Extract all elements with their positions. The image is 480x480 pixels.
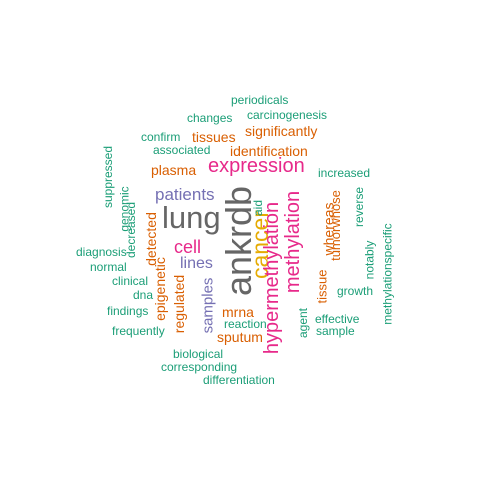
word-carcinogenesis: carcinogenesis [247, 108, 328, 122]
word-effective: effective [315, 312, 360, 326]
word-methylationspecific: methylationspecific [380, 223, 395, 325]
word-lung: lung [162, 200, 221, 235]
word-growth: growth [337, 284, 374, 298]
word-identification: identification [230, 143, 308, 159]
word-biological: biological [173, 347, 224, 361]
word-confirm: confirm [141, 130, 181, 144]
word-suppressed: suppressed [101, 145, 116, 209]
word-methylation: methylation [282, 190, 305, 294]
word-tumorwhose: tumorwhose [327, 190, 343, 261]
word-normal: normal [90, 260, 127, 274]
word-changes: changes [187, 111, 233, 125]
word-samples: samples [199, 277, 217, 334]
word-dna: dna [133, 288, 154, 302]
word-decreased: decreased [124, 201, 139, 259]
word-sample: sample [316, 324, 355, 338]
word-reverse: reverse [352, 186, 367, 228]
word-periodicals: periodicals [231, 93, 289, 107]
word-patients: patients [155, 185, 215, 204]
word-differentiation: differentiation [203, 373, 275, 387]
word-notably: notably [362, 240, 377, 280]
word-plasma: plasma [151, 162, 197, 178]
word-tissue: tissue [314, 269, 330, 304]
word-mrna: mrna [222, 304, 254, 320]
word-epigenetic: epigenetic [151, 257, 168, 321]
word-corresponding: corresponding [161, 360, 238, 374]
word-lines: lines [180, 255, 213, 272]
word-aid: aid [251, 199, 266, 217]
word-regulated: regulated [171, 274, 188, 334]
word-reaction: reaction [224, 317, 267, 331]
word-sputum: sputum [217, 329, 263, 345]
word-significantly: significantly [245, 123, 318, 139]
word-findings: findings [107, 304, 149, 318]
word-expression: expression [208, 155, 305, 177]
word-clinical: clinical [112, 274, 149, 288]
word-diagnosis: diagnosis [76, 245, 127, 259]
word-agent: agent [296, 307, 311, 339]
word-cell: cell [174, 237, 202, 257]
word-tissues: tissues [192, 129, 236, 145]
word-hypermethylation: hypermethylation [261, 201, 284, 355]
word-increased: increased [318, 166, 371, 180]
word-frequently: frequently [112, 324, 165, 338]
word-associated: associated [153, 143, 211, 157]
